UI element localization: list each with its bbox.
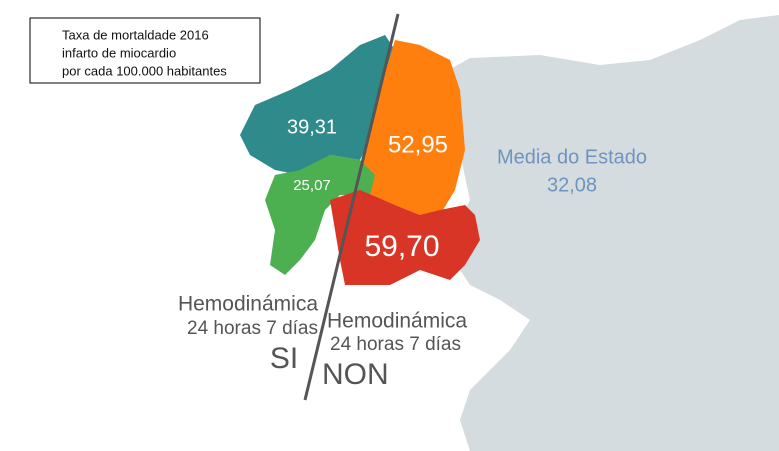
region-ourense — [330, 190, 480, 285]
state-average-title: Media do Estado — [497, 146, 647, 168]
legend-line: infarto de miocardio — [62, 45, 176, 60]
left-answer: SI — [270, 342, 298, 375]
legend-line: por cada 100.000 habitantes — [62, 63, 227, 78]
region-lugo — [360, 40, 465, 215]
divider-line — [303, 13, 400, 401]
left-subtitle: 24 horas 7 días — [187, 318, 318, 339]
right-subtitle: 24 horas 7 días — [330, 334, 461, 355]
legend-line: Taxa de mortaldade 2016 — [62, 27, 209, 42]
state-average-value: 32,08 — [547, 174, 597, 196]
region-label: 25,07 — [293, 177, 331, 194]
legend-box — [29, 17, 261, 84]
region-label: 39,31 — [287, 116, 337, 138]
region-a-coruna — [240, 35, 395, 175]
spain-land — [440, 15, 779, 451]
region-label: 59,70 — [364, 230, 439, 263]
region-label: 52,95 — [388, 131, 448, 158]
region-pontevedra — [265, 155, 375, 275]
right-answer: NON — [322, 358, 389, 391]
left-title: Hemodinámica — [178, 293, 318, 316]
right-title: Hemodinámica — [327, 310, 467, 333]
